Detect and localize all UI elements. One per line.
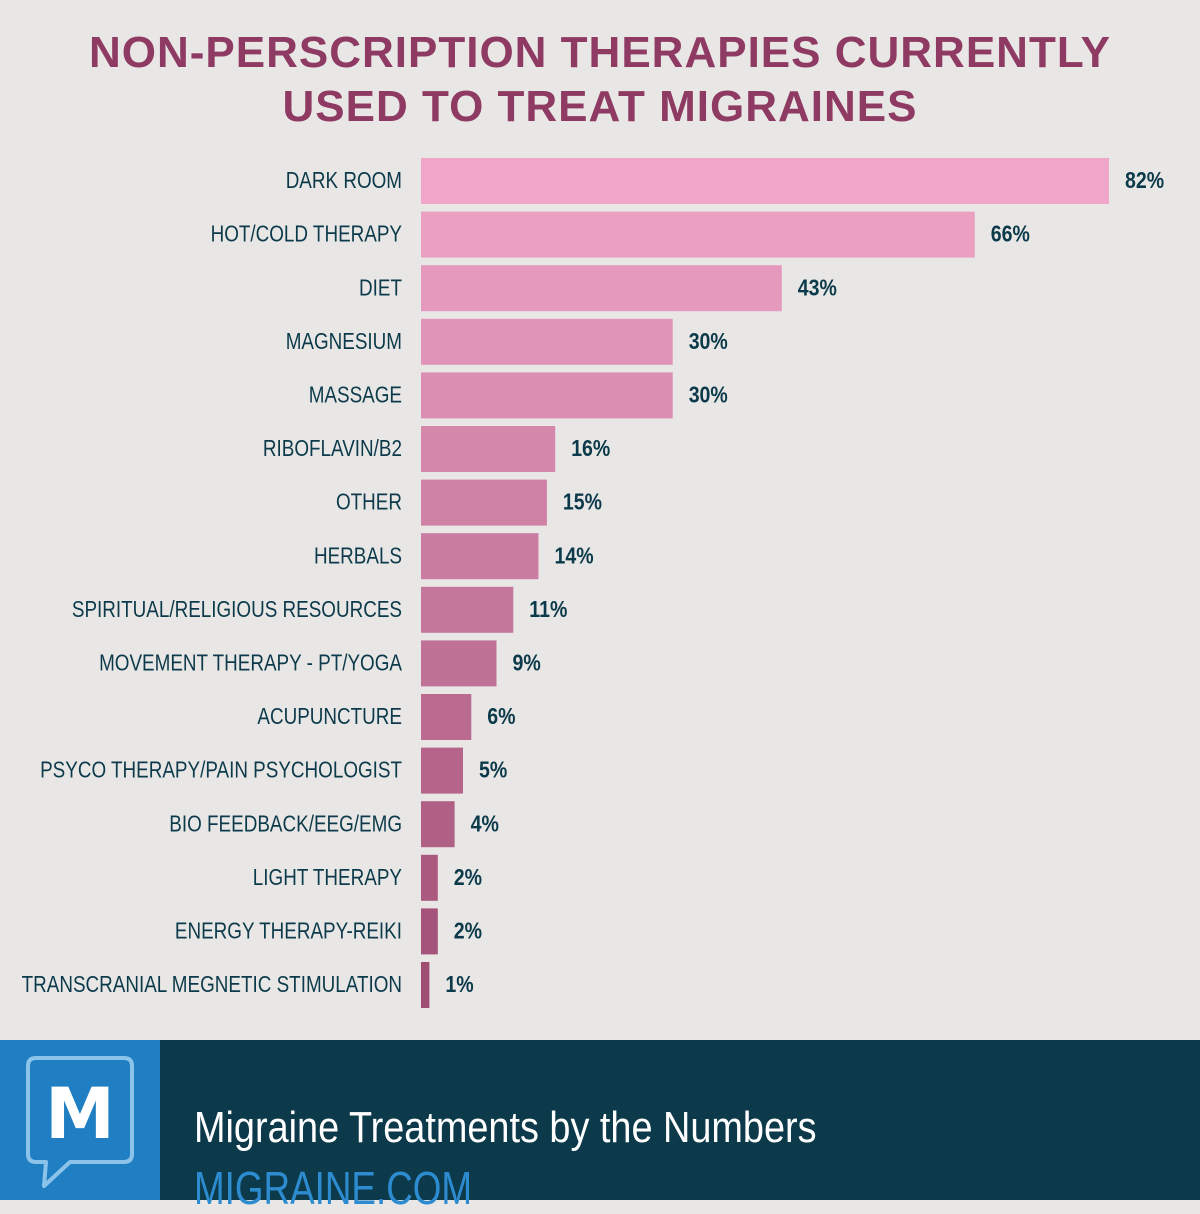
value-label-bio-feedback-eeg-emg: 4%	[471, 810, 499, 836]
value-label-movement-therapy-pt-yoga: 9%	[513, 649, 541, 675]
category-label-diet: DIET	[359, 274, 402, 300]
migraine-logo: M	[0, 1040, 160, 1200]
value-label-psyco-therapy-pain-psychologist: 5%	[479, 757, 507, 783]
bar-chart: DARK ROOM 82% HOT/COLD THERAPY 66% DIET 43% MA…	[22, 158, 1164, 1008]
value-label-energy-therapy-reiki: 2%	[454, 917, 482, 943]
category-label-herbals: HERBALS	[314, 542, 402, 568]
footer-banner: M Migraine Treatments by the Numbers MIG…	[0, 1040, 1200, 1214]
bar-riboflavin-b2	[421, 426, 556, 472]
bar-magnesium	[421, 318, 673, 365]
bar-light-therapy	[421, 854, 438, 901]
category-label-other: OTHER	[336, 489, 402, 515]
bar-diet	[421, 265, 782, 312]
value-label-riboflavin-b2: 16%	[571, 435, 610, 461]
bar-psyco-therapy-pain-psychologist	[421, 747, 463, 794]
value-label-magnesium: 30%	[689, 328, 728, 354]
category-label-acupuncture: ACUPUNCTURE	[257, 703, 402, 729]
bar-hot-cold-therapy	[421, 211, 975, 258]
value-label-hot-cold-therapy: 66%	[991, 221, 1030, 247]
value-label-herbals: 14%	[555, 542, 594, 568]
logo-letter: M	[45, 1073, 115, 1155]
category-label-riboflavin-b2: RIBOFLAVIN/B2	[263, 435, 402, 461]
value-label-dark-room: 82%	[1125, 167, 1164, 193]
category-label-psyco-therapy-pain-psychologist: PSYCO THERAPY/PAIN PSYCHOLOGIST	[40, 757, 402, 783]
bar-other	[421, 479, 547, 526]
category-label-massage: MASSAGE	[309, 381, 402, 407]
bar-spiritual-religious-resources	[421, 586, 514, 633]
category-label-light-therapy: LIGHT THERAPY	[253, 864, 402, 890]
value-label-light-therapy: 2%	[454, 864, 482, 890]
bar-acupuncture	[421, 694, 472, 740]
chart-title-line-2: USED TO TREAT MIGRAINES	[282, 82, 918, 131]
category-label-bio-feedback-eeg-emg: BIO FEEDBACK/EEG/EMG	[169, 810, 402, 836]
category-label-energy-therapy-reiki: ENERGY THERAPY-REIKI	[175, 917, 402, 943]
speech-bubble-icon: M	[26, 1056, 134, 1188]
value-label-massage: 30%	[689, 381, 728, 407]
value-label-spiritual-religious-resources: 11%	[529, 596, 567, 622]
category-label-transcranial-megnetic-stimulation: TRANSCRANIAL MEGNETIC STIMULATION	[22, 971, 402, 997]
category-label-magnesium: MAGNESIUM	[286, 328, 402, 354]
footer-title: Migraine Treatments by the Numbers	[194, 1103, 817, 1152]
category-label-spiritual-religious-resources: SPIRITUAL/RELIGIOUS RESOURCES	[72, 596, 402, 622]
chart-title-line-1: NON-PERSCRIPTION THERAPIES CURRENTLY	[88, 28, 1112, 77]
footer-url[interactable]: MIGRAINE.COM	[194, 1162, 473, 1214]
category-label-dark-room: DARK ROOM	[286, 167, 402, 193]
chart-title: NON-PERSCRIPTION THERAPIES CURRENTLY USE…	[0, 26, 1200, 134]
bar-bio-feedback-eeg-emg	[421, 801, 455, 848]
bar-transcranial-megnetic-stimulation	[421, 962, 430, 1008]
value-label-acupuncture: 6%	[487, 703, 515, 729]
value-label-diet: 43%	[798, 274, 837, 300]
bar-herbals	[421, 533, 539, 580]
bar-movement-therapy-pt-yoga	[421, 640, 497, 687]
value-label-transcranial-megnetic-stimulation: 1%	[445, 971, 473, 997]
bar-energy-therapy-reiki	[421, 908, 438, 955]
category-label-hot-cold-therapy: HOT/COLD THERAPY	[211, 221, 402, 247]
category-label-movement-therapy-pt-yoga: MOVEMENT THERAPY - PT/YOGA	[99, 649, 402, 675]
bar-dark-room	[421, 158, 1109, 204]
bar-massage	[421, 372, 673, 419]
value-label-other: 15%	[563, 489, 602, 515]
